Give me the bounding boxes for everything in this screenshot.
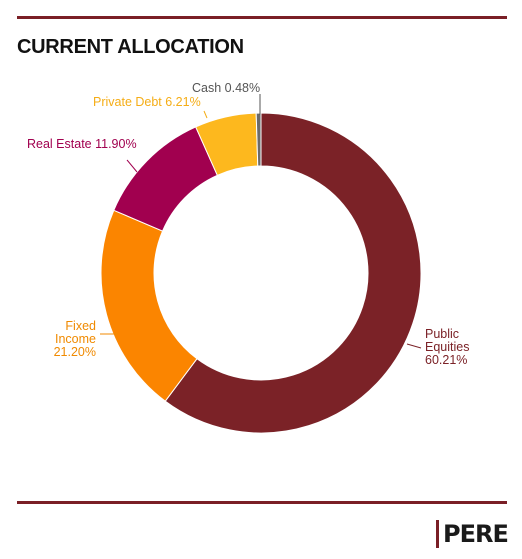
slice-public-equities [164, 112, 422, 434]
data-label-cash: Cash 0.48% [192, 81, 260, 95]
brand-logo: PERE [436, 519, 509, 549]
leader-line-real-estate [126, 159, 138, 173]
slice-cash [255, 112, 262, 167]
bottom-rule [17, 501, 507, 504]
slice-fixed-income [100, 209, 198, 402]
data-label-real-estate: Real Estate 11.90% [27, 137, 137, 151]
chart-title: CURRENT ALLOCATION [17, 36, 244, 58]
brand-bar [436, 520, 439, 548]
data-label-fixed-income: Fixed Income 21.20% [54, 319, 96, 359]
data-label-public-equities: Public Equities 60.21% [425, 327, 469, 367]
data-label-private-debt: Private Debt 6.21% [93, 95, 201, 109]
top-rule [17, 16, 507, 19]
leader-line-private-debt [203, 110, 208, 119]
brand-name: PERE [443, 520, 509, 548]
leader-line-public-equities [406, 343, 422, 349]
